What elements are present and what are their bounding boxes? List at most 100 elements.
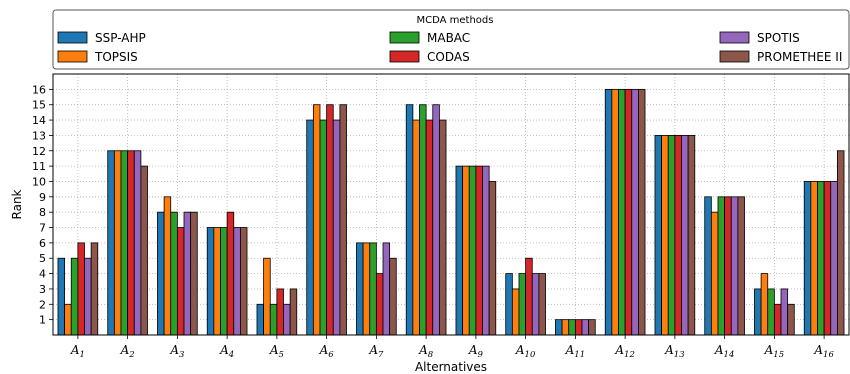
x-axis-title: Alternatives xyxy=(415,360,487,374)
x-tick-label: A5 xyxy=(269,343,284,360)
x-tick-subscript: 6 xyxy=(328,350,334,360)
bar xyxy=(133,150,142,336)
bar xyxy=(518,273,527,336)
bar xyxy=(817,181,825,336)
y-tick-label: 7 xyxy=(39,222,46,235)
bar xyxy=(724,196,732,336)
bar xyxy=(326,104,334,336)
y-tick-label: 1 xyxy=(39,314,46,327)
y-tick-label: 3 xyxy=(39,283,46,296)
bar xyxy=(356,242,364,336)
bar xyxy=(604,88,613,336)
bar xyxy=(306,119,314,336)
bar xyxy=(389,257,397,336)
bar xyxy=(704,196,712,336)
bar xyxy=(462,165,470,336)
x-tick-subscript: 2 xyxy=(128,350,134,360)
x-tick-label: A8 xyxy=(418,343,434,360)
x-tick-label: A1 xyxy=(70,343,85,360)
x-tick-subscript: 11 xyxy=(574,350,585,360)
y-axis-title: Rank xyxy=(10,189,24,219)
y-tick-label: 15 xyxy=(32,99,46,112)
x-tick-subscript: 16 xyxy=(823,350,834,360)
bar xyxy=(667,135,676,336)
bar xyxy=(276,288,284,336)
bar xyxy=(70,257,79,336)
bar xyxy=(823,181,832,336)
bar xyxy=(488,181,497,336)
bar xyxy=(183,211,192,336)
bar xyxy=(588,319,596,336)
bar xyxy=(233,227,241,336)
bar xyxy=(767,288,775,336)
bar xyxy=(239,227,248,336)
bar xyxy=(730,196,739,336)
bar xyxy=(332,119,341,336)
bar xyxy=(220,227,228,336)
bar xyxy=(438,119,447,336)
legend-swatch xyxy=(389,50,420,63)
bar xyxy=(674,135,682,336)
y-tick-label: 4 xyxy=(39,268,46,281)
bar xyxy=(226,211,235,336)
x-tick-label: A15 xyxy=(764,343,785,360)
bar xyxy=(475,165,483,336)
y-tick-label: 9 xyxy=(39,191,46,204)
x-tick-label: A16 xyxy=(813,343,834,360)
legend-swatch xyxy=(389,31,420,44)
legend-swatch xyxy=(57,50,88,63)
bar xyxy=(113,150,122,336)
bar xyxy=(717,196,726,336)
bar xyxy=(624,88,633,336)
legend-label: PROMETHEE II xyxy=(757,50,842,64)
bar xyxy=(710,211,719,336)
bar xyxy=(382,242,391,336)
bar xyxy=(773,303,782,336)
legend-label: CODAS xyxy=(427,50,470,64)
legend-box xyxy=(52,9,850,70)
bar xyxy=(568,319,576,336)
bar xyxy=(482,165,490,336)
bar xyxy=(206,227,215,336)
bar xyxy=(412,119,420,336)
bar xyxy=(737,196,745,336)
bar xyxy=(369,242,377,336)
y-tick-label: 8 xyxy=(39,206,46,219)
bar xyxy=(107,150,115,336)
bar xyxy=(561,319,570,336)
bar xyxy=(140,165,148,336)
bar xyxy=(760,273,769,336)
x-axis: A1 A2 A3 A4 A5 A6 A7 A8 A9 A10 A11 A12 A13 A14 A15 A16 xyxy=(70,335,834,360)
bar xyxy=(84,257,92,336)
bar xyxy=(312,104,321,336)
bar xyxy=(637,88,646,336)
legend-label: MABAC xyxy=(427,31,470,45)
y-tick-label: 2 xyxy=(39,298,46,311)
bar xyxy=(525,257,533,336)
y-tick-label: 10 xyxy=(32,175,46,188)
x-tick-label: A7 xyxy=(368,343,384,360)
x-tick-subscript: 9 xyxy=(478,350,484,360)
x-tick-subscript: 1 xyxy=(80,350,85,360)
bar xyxy=(213,227,221,336)
legend-label: SPOTIS xyxy=(757,31,800,45)
x-tick-subscript: 4 xyxy=(228,350,234,360)
bar xyxy=(830,181,838,336)
bar xyxy=(170,211,178,336)
bar xyxy=(90,242,99,336)
bar xyxy=(269,303,278,336)
y-tick-label: 14 xyxy=(32,114,46,127)
plot-frame xyxy=(52,73,850,336)
bar xyxy=(289,288,298,336)
bar xyxy=(120,150,129,336)
bar xyxy=(468,165,477,336)
bar xyxy=(654,135,663,336)
bar xyxy=(339,104,347,336)
x-tick-subscript: 7 xyxy=(378,350,384,360)
bar xyxy=(64,303,72,336)
bar xyxy=(574,319,583,336)
x-tick-label: A9 xyxy=(468,343,484,360)
y-tick-label: 13 xyxy=(32,129,46,142)
